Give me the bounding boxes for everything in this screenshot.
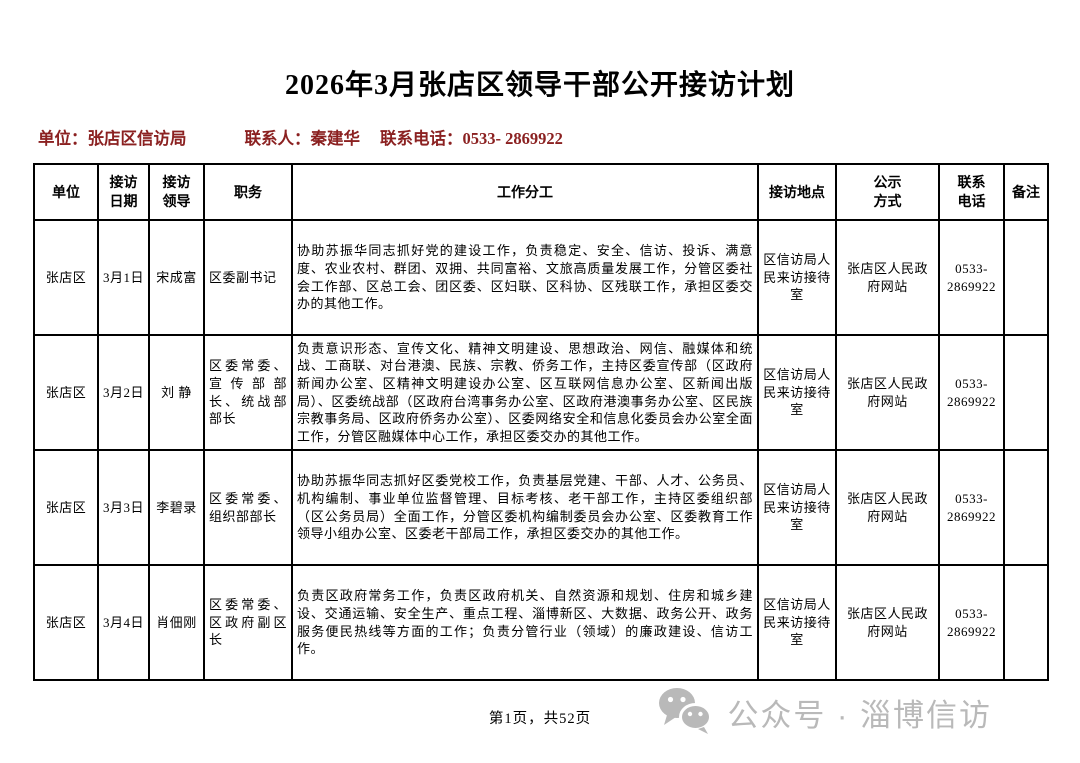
cell-leader: 宋成富 [148,219,205,336]
cell-location: 区信访局人民来访接待室 [757,219,837,336]
cell-phone: 0533-2869922 [938,564,1005,681]
wechat-icon [657,686,713,739]
cell-position: 区委副书记 [203,219,293,336]
cell-duties: 负责意识形态、宣传文化、精神文明建设、思想政治、网信、融媒体和统战、工商联、对台… [291,334,759,451]
col-header-position: 职务 [203,163,293,221]
cell-remark [1003,449,1049,566]
page-title: 2026年3月张店区领导干部公开接访计划 [284,70,795,101]
col-header-duties: 工作分工 [291,163,759,221]
page-number: 第1页，共52页 [488,711,592,727]
cell-date: 3月4日 [97,564,150,681]
cell-date: 3月2日 [97,334,150,451]
cell-remark [1003,219,1049,336]
table-row: 张店区 3月1日 宋成富 区委副书记 协助苏振华同志抓好党的建设工作，负责稳定、… [33,219,1049,336]
cell-position: 区委常委、区政府副区长 [203,564,293,681]
reception-plan-table: 单位 接访 日期 接访 领导 职务 工作分工 接访地点 公示 方式 联系 电话 … [33,163,1049,681]
cell-location: 区信访局人民来访接待室 [757,334,837,451]
info-phone: 联系电话：0533- 2869922 [380,129,563,148]
cell-leader: 李碧录 [148,449,205,566]
wechat-watermark: 公众号 · 淄博信访 [657,686,992,739]
cell-leader: 刘 静 [148,334,205,451]
col-header-leader: 接访 领导 [148,163,205,221]
col-header-unit: 单位 [33,163,99,221]
cell-phone: 0533-2869922 [938,334,1005,451]
cell-unit: 张店区 [33,219,99,336]
cell-publicity: 张店区人民政府网站 [835,219,940,336]
table-header-row: 单位 接访 日期 接访 领导 职务 工作分工 接访地点 公示 方式 联系 电话 … [33,163,1049,221]
info-contact: 联系人：秦建华 [244,129,361,148]
cell-remark [1003,564,1049,681]
cell-duties: 负责区政府常务工作，负责区政府机关、自然资源和规划、住房和城乡建设、交通运输、安… [291,564,759,681]
cell-duties: 协助苏振华同志抓好党的建设工作，负责稳定、安全、信访、投诉、满意度、农业农村、群… [291,219,759,336]
col-header-date: 接访 日期 [97,163,150,221]
wechat-account-label: 公众号 · 淄博信访 [727,698,992,733]
cell-phone: 0533-2869922 [938,449,1005,566]
cell-position: 区委常委、组织部部长 [203,449,293,566]
cell-publicity: 张店区人民政府网站 [835,449,940,566]
cell-date: 3月3日 [97,449,150,566]
document-info-line: 单位：张店区信访局 联系人：秦建华 联系电话：0533- 2869922 [38,125,563,149]
cell-unit: 张店区 [33,564,99,681]
table-row: 张店区 3月4日 肖佃刚 区委常委、区政府副区长 负责区政府常务工作，负责区政府… [33,564,1049,681]
cell-position: 区委常委、宣传部部长、统战部部长 [203,334,293,451]
cell-remark [1003,334,1049,451]
table-row: 张店区 3月3日 李碧录 区委常委、组织部部长 协助苏振华同志抓好区委党校工作，… [33,449,1049,566]
cell-publicity: 张店区人民政府网站 [835,334,940,451]
cell-date: 3月1日 [97,219,150,336]
col-header-phone: 联系 电话 [938,163,1005,221]
cell-unit: 张店区 [33,449,99,566]
info-unit: 单位：张店区信访局 [38,129,187,148]
col-header-remark: 备注 [1003,163,1049,221]
col-header-publicity: 公示 方式 [835,163,940,221]
cell-publicity: 张店区人民政府网站 [835,564,940,681]
col-header-location: 接访地点 [757,163,837,221]
cell-location: 区信访局人民来访接待室 [757,449,837,566]
cell-location: 区信访局人民来访接待室 [757,564,837,681]
table-row: 张店区 3月2日 刘 静 区委常委、宣传部部长、统战部部长 负责意识形态、宣传文… [33,334,1049,451]
cell-phone: 0533-2869922 [938,219,1005,336]
cell-unit: 张店区 [33,334,99,451]
cell-duties: 协助苏振华同志抓好区委党校工作，负责基层党建、干部、人才、公务员、机构编制、事业… [291,449,759,566]
cell-leader: 肖佃刚 [148,564,205,681]
